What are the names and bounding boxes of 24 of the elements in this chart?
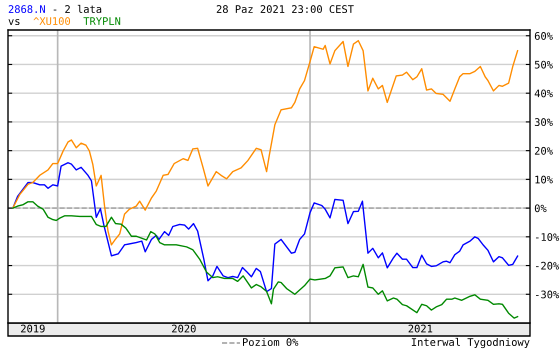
legend-label: Poziom 0% (243, 338, 298, 346)
text: 2868.N (8, 5, 45, 14)
x-tick-label: 2020 (172, 324, 196, 333)
y-tick-label: 0% (534, 204, 547, 212)
text: ^XU100 (33, 17, 70, 26)
x-tick-label: 2021 (408, 324, 432, 333)
line-series (12, 201, 518, 319)
x-tick-label: 2019 (21, 324, 45, 333)
chart-subtitle: 28 Paz 2021 23:00 CEST (216, 5, 354, 14)
y-tick-label: 60% (534, 32, 553, 40)
y-tick-label: 50% (534, 60, 553, 69)
y-tick-label: 20% (534, 146, 553, 155)
y-tick-label: -20% (536, 262, 560, 270)
y-tick-label: 10% (535, 176, 553, 184)
y-tick-label: 40% (534, 89, 553, 98)
y-tick-label: -30% (536, 290, 560, 298)
text: TRYPLN (83, 17, 120, 25)
chart-title: - 2 lata (54, 4, 102, 14)
line-series (12, 40, 518, 246)
line-series (12, 162, 518, 292)
y-tick-label: 30% (534, 118, 553, 126)
y-tick-label: -10% (536, 233, 560, 241)
text: Interwal Tygodniowy (412, 338, 530, 348)
text: vs (8, 19, 20, 26)
